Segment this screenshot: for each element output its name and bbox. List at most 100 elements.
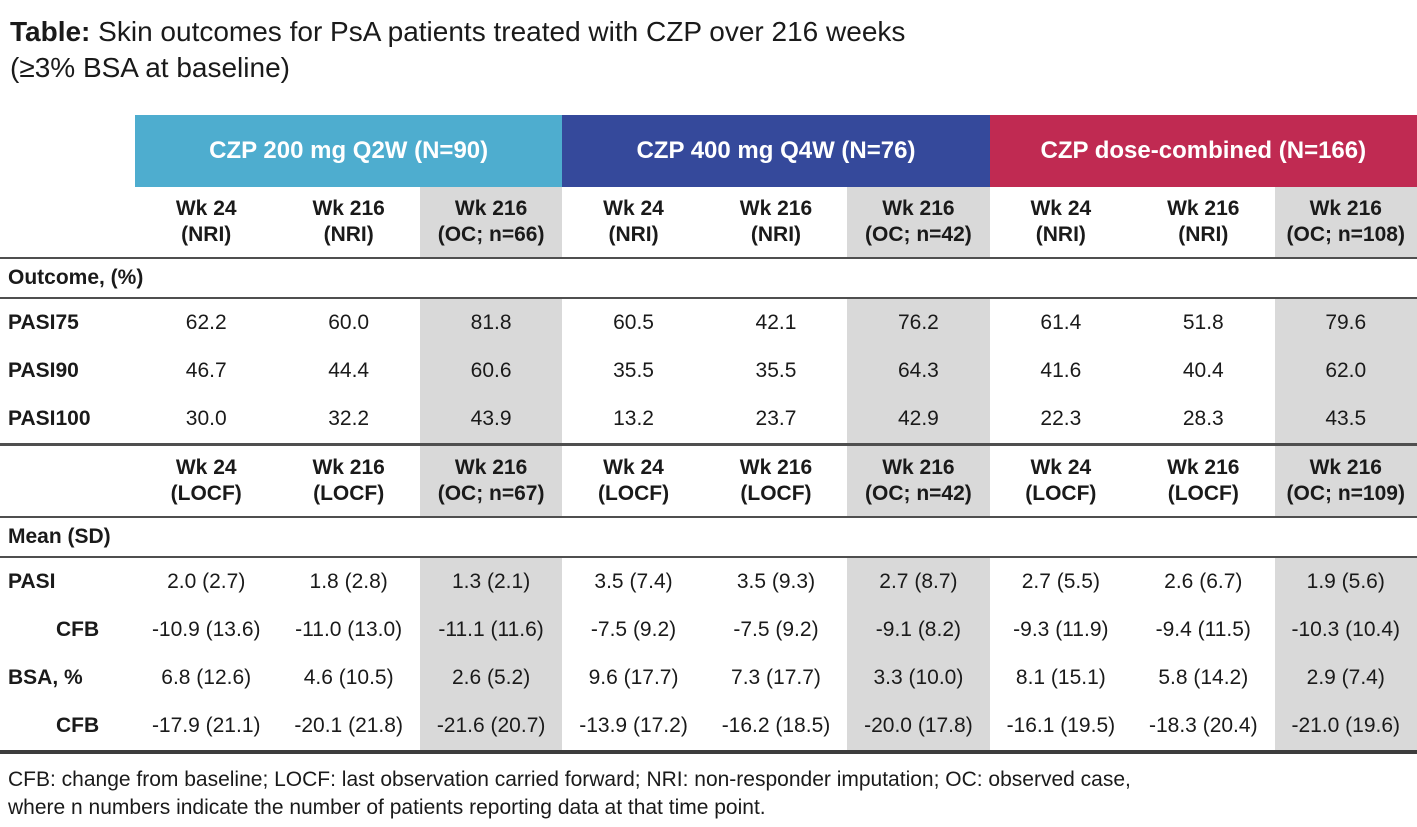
col-header: Wk 24 (LOCF) [597, 456, 670, 505]
data-cell: -16.2 (18.5) [721, 713, 831, 737]
data-cell-oc: 42.9 [847, 394, 990, 445]
data-cell: 2.7 (5.5) [1021, 569, 1100, 593]
data-cell: 23.7 [755, 406, 797, 430]
group-header-czp200: CZP 200 mg Q2W (N=90) [135, 114, 563, 187]
data-cell: 30.0 [185, 406, 227, 430]
data-cell: 2.0 (2.7) [167, 569, 246, 593]
col-header: Wk 216 (LOCF) [1167, 456, 1240, 505]
table-row-pasi: PASI 2.0 (2.7) 1.8 (2.8) 1.3 (2.1) 3.5 (… [0, 556, 1417, 606]
table-row-pasi75: PASI75 62.2 60.0 81.8 60.5 42.1 76.2 61.… [0, 297, 1417, 347]
data-cell: 5.8 (14.2) [1158, 665, 1249, 689]
data-cell-oc: -20.0 (17.8) [847, 701, 990, 752]
data-cell: 62.2 [185, 310, 227, 334]
data-cell: -10.9 (13.6) [151, 617, 261, 641]
column-header-row-locf: Wk 24 (LOCF) Wk 216 (LOCF) Wk 216 (OC; n… [0, 444, 1417, 517]
column-header-row-nri: Wk 24 (NRI) Wk 216 (NRI) Wk 216 (OC; n=6… [0, 186, 1417, 258]
data-cell: -7.5 (9.2) [590, 617, 677, 641]
col-header: Wk 24 (NRI) [1030, 197, 1092, 246]
data-cell-oc: 43.9 [419, 394, 563, 445]
col-header: Wk 24 (LOCF) [170, 456, 242, 505]
data-cell-oc: -21.6 (20.7) [419, 701, 563, 752]
row-label: PASI [8, 569, 56, 593]
data-cell: 3.5 (7.4) [594, 569, 673, 593]
group-header-row: CZP 200 mg Q2W (N=90) CZP 400 mg Q4W (N=… [0, 114, 1417, 187]
col-header: Wk 24 (NRI) [603, 197, 664, 246]
col-header-oc: Wk 216 (OC; n=108) [1274, 186, 1417, 258]
section-header-mean: Mean (SD) [0, 517, 1417, 557]
col-header: Wk 216 (LOCF) [739, 456, 813, 505]
data-cell-oc: -9.1 (8.2) [847, 605, 990, 654]
table-row-bsa-cfb: CFB -17.9 (21.1) -20.1 (21.8) -21.6 (20.… [0, 701, 1417, 752]
col-header-oc: Wk 216 (OC; n=42) [847, 444, 990, 517]
header-spacer [0, 187, 135, 258]
group-header-czp400: CZP 400 mg Q4W (N=76) [562, 114, 990, 187]
data-cell: 28.3 [1182, 406, 1224, 430]
data-cell: 6.8 (12.6) [161, 665, 252, 689]
data-cell-oc: 64.3 [847, 346, 990, 395]
data-cell-oc: 43.5 [1274, 394, 1417, 445]
group-header-combined: CZP dose-combined (N=166) [989, 114, 1417, 187]
data-cell: 4.6 (10.5) [303, 665, 394, 689]
header-spacer [0, 444, 135, 517]
row-label: PASI100 [8, 406, 91, 430]
col-header: Wk 24 (NRI) [175, 197, 237, 246]
data-cell: 2.6 (6.7) [1164, 569, 1243, 593]
col-header-oc: Wk 216 (OC; n=42) [847, 186, 990, 258]
table-row-pasi100: PASI100 30.0 32.2 43.9 13.2 23.7 42.9 22… [0, 394, 1417, 445]
col-header: Wk 24 (LOCF) [1025, 456, 1097, 505]
col-header: Wk 216 (NRI) [312, 197, 385, 246]
table-row-pasi90: PASI90 46.7 44.4 60.6 35.5 35.5 64.3 41.… [0, 346, 1417, 395]
data-cell: -9.4 (11.5) [1155, 617, 1251, 641]
section-label: Outcome, (%) [8, 265, 144, 289]
data-cell: 51.8 [1182, 310, 1224, 334]
data-cell-oc: -11.1 (11.6) [419, 605, 563, 654]
data-cell: 61.4 [1040, 310, 1082, 334]
data-cell-oc: 60.6 [419, 346, 563, 395]
outcomes-table: CZP 200 mg Q2W (N=90) CZP 400 mg Q4W (N=… [0, 114, 1417, 754]
data-cell: 46.7 [185, 358, 227, 382]
data-cell: -17.9 (21.1) [151, 713, 261, 737]
row-label: PASI90 [8, 358, 79, 382]
data-cell: -18.3 (20.4) [1149, 713, 1258, 737]
table-row-pasi-cfb: CFB -10.9 (13.6) -11.0 (13.0) -11.1 (11.… [0, 605, 1417, 654]
data-cell-oc: 2.6 (5.2) [419, 653, 563, 702]
col-header-oc: Wk 216 (OC; n=66) [419, 186, 563, 258]
data-cell: -20.1 (21.8) [294, 713, 403, 737]
data-cell-oc: 2.7 (8.7) [847, 556, 990, 606]
data-cell: 35.5 [613, 358, 654, 382]
data-cell-oc: -10.3 (10.4) [1274, 605, 1417, 654]
table-title: Table: Skin outcomes for PsA patients tr… [0, 0, 1417, 87]
data-cell-oc: 1.9 (5.6) [1274, 556, 1417, 606]
data-cell: 9.6 (17.7) [588, 665, 679, 689]
data-cell: 41.6 [1040, 358, 1082, 382]
data-cell-oc: 79.6 [1274, 297, 1417, 347]
data-cell: -9.3 (11.9) [1013, 617, 1109, 641]
data-cell-oc: 62.0 [1274, 346, 1417, 395]
table-row-bsa: BSA, % 6.8 (12.6) 4.6 (10.5) 2.6 (5.2) 9… [0, 653, 1417, 702]
row-label: CFB [56, 713, 100, 737]
data-cell: 60.0 [328, 310, 370, 334]
data-cell: 13.2 [613, 406, 654, 430]
col-header-oc: Wk 216 (OC; n=109) [1274, 444, 1417, 517]
row-label: CFB [56, 617, 100, 641]
data-cell: 8.1 (15.1) [1015, 665, 1106, 689]
data-cell-oc: 76.2 [847, 297, 990, 347]
data-cell: 42.1 [755, 310, 797, 334]
data-cell-oc: 1.3 (2.1) [419, 556, 563, 606]
col-header: Wk 216 (NRI) [739, 197, 813, 246]
data-cell: 7.3 (17.7) [731, 665, 821, 689]
data-cell: 22.3 [1040, 406, 1082, 430]
data-cell-oc: 3.3 (10.0) [847, 653, 990, 702]
data-cell: 60.5 [613, 310, 654, 334]
data-cell-oc: -21.0 (19.6) [1274, 701, 1417, 752]
col-header: Wk 216 (NRI) [1167, 197, 1240, 246]
data-cell: 35.5 [755, 358, 797, 382]
data-cell-oc: 2.9 (7.4) [1274, 653, 1417, 702]
table-footnote: CFB: change from baseline; LOCF: last ob… [8, 767, 1131, 820]
table-title-text: Skin outcomes for PsA patients treated w… [10, 16, 906, 84]
data-cell: 1.8 (2.8) [309, 569, 388, 593]
col-header: Wk 216 (LOCF) [312, 456, 385, 505]
band-spacer [0, 114, 135, 187]
section-header-outcome: Outcome, (%) [0, 258, 1417, 298]
row-label: BSA, % [8, 665, 83, 689]
